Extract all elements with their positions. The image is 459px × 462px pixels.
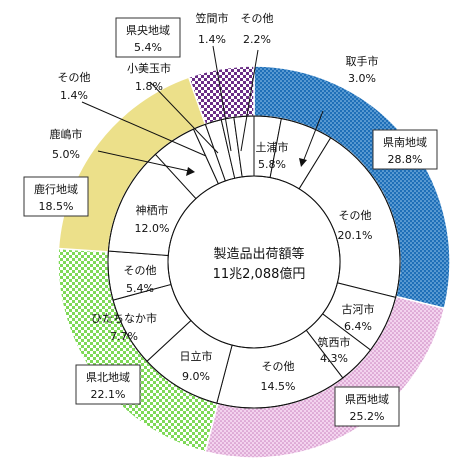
svg-text:土浦市: 土浦市 xyxy=(256,140,289,154)
svg-text:3.0%: 3.0% xyxy=(348,72,376,85)
city-label-koga: 古河市 6.4% xyxy=(342,302,375,333)
region-label-rokkou: 鹿行地域 18.5% xyxy=(23,176,89,217)
svg-text:4.3%: 4.3% xyxy=(320,352,348,365)
region-name-kensei: 県西地域 xyxy=(345,393,389,406)
region-name-kennan: 県南地域 xyxy=(383,136,427,149)
svg-text:1.8%: 1.8% xyxy=(135,80,163,93)
city-label-other-kenhoku: その他 5.4% xyxy=(124,264,157,295)
region-value-kenhoku: 22.1% xyxy=(91,388,126,401)
svg-text:2.2%: 2.2% xyxy=(243,33,271,46)
city-label-tsuchiura: 土浦市 5.8% xyxy=(256,140,289,171)
region-value-kennan: 28.8% xyxy=(388,153,423,166)
svg-text:取手市: 取手市 xyxy=(346,54,379,68)
region-value-kensei: 25.2% xyxy=(350,410,385,423)
city-label-hitachinaka: ひたちなか市 7.7% xyxy=(91,311,157,343)
svg-text:9.0%: 9.0% xyxy=(182,370,210,383)
svg-text:日立市: 日立市 xyxy=(180,349,213,363)
svg-text:12.0%: 12.0% xyxy=(135,222,170,235)
svg-text:5.0%: 5.0% xyxy=(52,148,80,161)
leader-line-kashima xyxy=(97,150,190,172)
leader-line-kasama xyxy=(212,45,232,152)
city-label-kashima: 鹿嶋市 5.0% xyxy=(50,127,83,161)
city-label-omitama: 小美玉市 1.8% xyxy=(127,61,171,93)
svg-text:神栖市: 神栖市 xyxy=(136,203,169,217)
svg-text:7.7%: 7.7% xyxy=(110,330,138,343)
leader-arrow-kashima xyxy=(186,167,195,176)
leader-line-torite xyxy=(302,110,324,163)
svg-text:その他: その他 xyxy=(58,71,91,84)
svg-text:笠間市: 笠間市 xyxy=(196,11,229,25)
city-label-other-kennan: その他 20.1% xyxy=(338,209,373,242)
svg-text:ひたちなか市: ひたちなか市 xyxy=(91,311,157,325)
city-label-hitachi: 日立市 9.0% xyxy=(180,349,213,383)
svg-text:鹿嶋市: 鹿嶋市 xyxy=(50,127,83,141)
region-label-kenhoku: 県北地域 22.1% xyxy=(75,364,141,405)
svg-text:5.8%: 5.8% xyxy=(258,158,286,171)
svg-text:1.4%: 1.4% xyxy=(60,89,88,102)
region-value-rokkou: 18.5% xyxy=(39,200,74,213)
svg-text:その他: その他 xyxy=(339,209,372,222)
svg-text:その他: その他 xyxy=(241,12,274,25)
svg-text:その他: その他 xyxy=(124,264,157,277)
city-label-chikusei: 筑西市 4.3% xyxy=(318,335,351,365)
city-label-other-kenou: その他 2.2% xyxy=(241,12,274,46)
svg-text:14.5%: 14.5% xyxy=(261,380,296,393)
city-label-torite: 取手市 3.0% xyxy=(346,54,379,85)
center-label-line-1: 製造品出荷額等 xyxy=(213,246,304,262)
ring-outline-1 xyxy=(107,115,401,409)
leader-arrow-torite xyxy=(299,158,307,167)
leader-line-other-kenou xyxy=(240,49,259,152)
city-label-other-rokkou: その他 1.4% xyxy=(58,71,91,102)
leader-line-omitama xyxy=(149,81,219,154)
leader-lines xyxy=(81,45,324,176)
center-label-line-2: 11兆2,088億円 xyxy=(213,266,306,282)
region-label-kennan: 県南地域 28.8% xyxy=(372,129,438,170)
svg-text:6.4%: 6.4% xyxy=(344,320,372,333)
svg-text:古河市: 古河市 xyxy=(342,302,375,316)
svg-text:20.1%: 20.1% xyxy=(338,229,373,242)
svg-text:筑西市: 筑西市 xyxy=(318,335,351,349)
city-label-other-kensei: その他 14.5% xyxy=(261,360,296,393)
region-name-kenou: 県央地域 xyxy=(126,24,170,37)
svg-text:その他: その他 xyxy=(262,360,295,373)
region-name-rokkou: 鹿行地域 xyxy=(34,182,78,196)
region-label-kensei: 県西地域 25.2% xyxy=(334,386,400,427)
leader-line-other-kashima xyxy=(81,101,207,157)
region-name-kenhoku: 県北地域 xyxy=(86,371,130,384)
city-label-kamisu: 神栖市 12.0% xyxy=(135,203,170,235)
ring-outline-0 xyxy=(167,175,341,349)
region-label-kenou: 県央地域 5.4% xyxy=(115,17,181,58)
region-value-kenou: 5.4% xyxy=(134,41,162,54)
center-label: 製造品出荷額等 11兆2,088億円 xyxy=(213,246,306,282)
svg-text:5.4%: 5.4% xyxy=(126,282,154,295)
city-label-kasama: 笠間市 1.4% xyxy=(196,11,229,46)
inner-ring xyxy=(107,115,401,409)
svg-text:小美玉市: 小美玉市 xyxy=(127,61,171,75)
svg-text:1.4%: 1.4% xyxy=(198,33,226,46)
